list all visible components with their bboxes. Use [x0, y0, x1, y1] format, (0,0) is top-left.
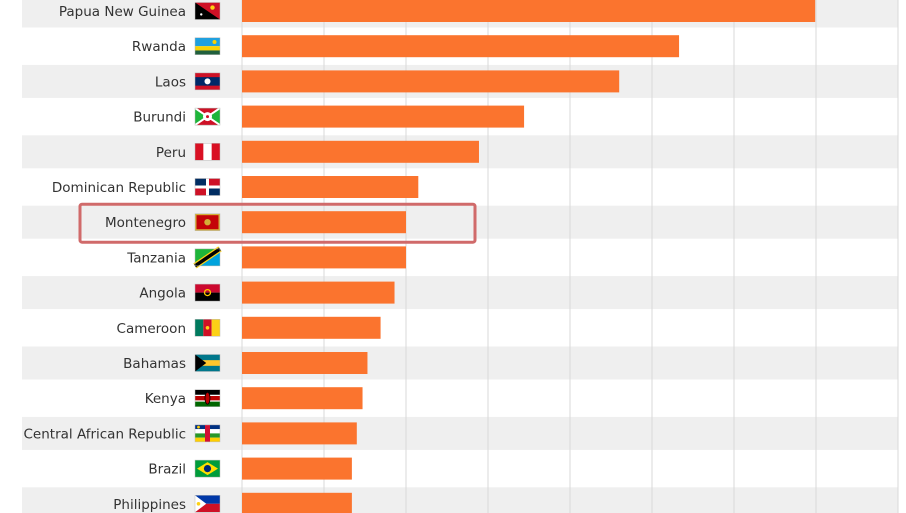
cameroon-flag-icon: [194, 319, 221, 337]
montenegro-flag-icon: [194, 213, 221, 231]
row-stripes: [22, 0, 898, 513]
highlight-box: [78, 202, 477, 244]
bar-peru: [242, 140, 479, 163]
row-stripe: [22, 346, 898, 380]
dominican-republic-flag-icon: [194, 178, 221, 196]
bar-papua-new-guinea: [242, 0, 816, 22]
row-stripe: [22, 205, 898, 239]
category-label: Brazil: [148, 462, 186, 478]
category-label: Rwanda: [132, 39, 186, 55]
category-label: Philippines: [113, 497, 186, 513]
bar-angola: [242, 281, 395, 304]
row-stripe: [22, 416, 898, 450]
central-african-republic-flag-icon: [194, 424, 221, 443]
bar-rwanda: [242, 35, 680, 58]
bar-tanzania: [242, 246, 406, 269]
rwanda-flag-icon: [194, 37, 221, 55]
bar-kenya: [242, 387, 363, 410]
bar-bahamas: [242, 352, 368, 374]
category-label: Cameroon: [117, 321, 186, 337]
bar-burundi: [242, 105, 525, 128]
bar-laos: [242, 70, 620, 93]
category-label: Kenya: [145, 391, 186, 407]
peru-flag-icon: [194, 143, 221, 161]
category-label: Papua New Guinea: [59, 4, 186, 20]
row-stripe: [22, 487, 898, 513]
burundi-flag-icon: [194, 107, 221, 126]
tanzania-flag-icon: [193, 246, 222, 269]
bar-dominican-republic: [242, 176, 419, 198]
category-label: Peru: [156, 145, 186, 161]
category-label: Montenegro: [105, 215, 186, 231]
bar-philippines: [242, 492, 352, 513]
kenya-flag-icon: [194, 389, 221, 407]
category-label: Bahamas: [123, 356, 186, 372]
highlight-layer: [78, 202, 477, 244]
category-label: Angola: [139, 286, 186, 302]
category-label: Central African Republic: [24, 426, 187, 442]
category-label: Tanzania: [126, 250, 186, 266]
bar-montenegro: [242, 211, 406, 234]
category-label: Burundi: [133, 110, 186, 126]
category-label: Dominican Republic: [52, 180, 186, 196]
philippines-flag-icon: [194, 495, 221, 513]
papua-new-guinea-flag-icon: [194, 2, 221, 20]
laos-flag-icon: [194, 72, 221, 91]
bar-central-african-republic: [242, 422, 357, 445]
angola-flag-icon: [194, 283, 221, 302]
brazil-flag-icon: [194, 459, 221, 478]
flag-icons: [193, 2, 222, 513]
row-stripe: [22, 276, 898, 310]
bar-cameroon: [242, 316, 381, 339]
bars: [242, 0, 816, 513]
bahamas-flag-icon: [194, 354, 221, 372]
bar-brazil: [242, 457, 352, 480]
category-label: Laos: [155, 74, 186, 90]
category-labels: Papua New Guinea Rwanda Laos Burundi Peru Dom…: [24, 4, 187, 513]
